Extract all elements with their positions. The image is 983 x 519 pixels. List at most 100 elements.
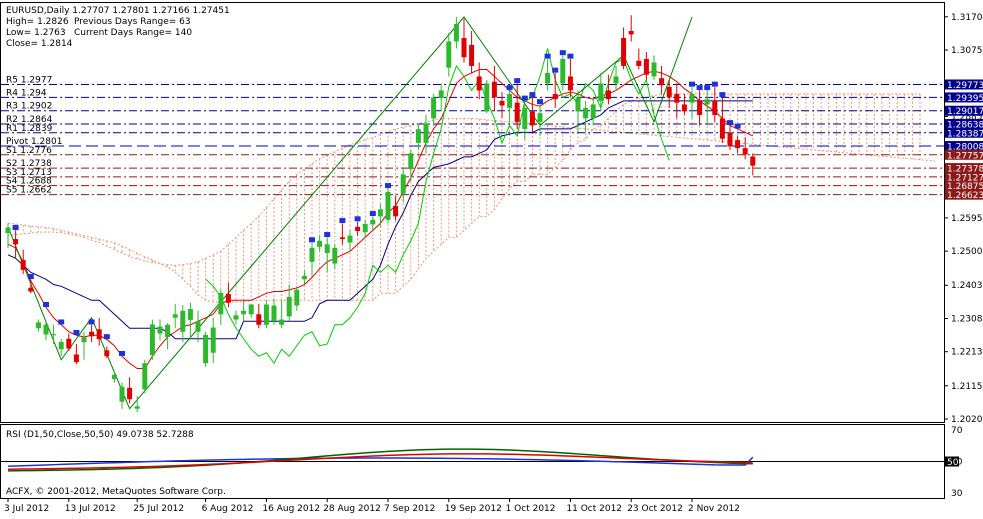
- pivot-label: S2 1.2738: [6, 159, 52, 169]
- blue-marker: [711, 81, 718, 87]
- pivot-label: Pivot 1.2801: [6, 137, 62, 147]
- candle-body: [339, 237, 345, 240]
- rsi-level-tag-text: 50: [947, 458, 959, 468]
- low-text: Low= 1.2763: [6, 28, 66, 38]
- date-tick-label: 6 Aug 2012: [202, 504, 254, 514]
- candle-body: [96, 329, 102, 340]
- candle-body: [697, 100, 703, 115]
- candle-body: [689, 93, 695, 103]
- candle-body: [681, 104, 687, 112]
- kijun-line: [7, 100, 753, 340]
- candle-body: [431, 97, 437, 119]
- candle-body: [659, 78, 665, 86]
- candle-body: [636, 60, 642, 66]
- copyright-text: ACFX, © 2001-2012, MetaQuotes Software C…: [6, 487, 226, 497]
- candle-body: [666, 86, 672, 98]
- pivot-label: R5 1.2977: [6, 75, 52, 85]
- candle-body: [225, 293, 231, 303]
- candle-body: [187, 309, 193, 320]
- candle-body: [415, 129, 421, 143]
- pivot-price-tag: [945, 180, 983, 191]
- candle-body: [529, 111, 535, 126]
- candle-body: [43, 324, 49, 335]
- candle-body: [552, 93, 558, 100]
- blue-marker: [88, 319, 95, 325]
- candle-body: [279, 319, 285, 325]
- blue-marker: [567, 53, 574, 59]
- candle-body: [317, 240, 323, 247]
- date-tick-label: 2 Nov 2012: [688, 504, 740, 514]
- pivot-price-tag-text: 1.28638: [947, 121, 983, 131]
- blue-marker: [529, 92, 536, 98]
- candle-body: [476, 76, 482, 91]
- pivot-label: S5 1.2662: [6, 186, 52, 196]
- pivot-price-tag: [945, 119, 983, 130]
- rsi-slow-line: [7, 456, 754, 468]
- candle-body: [537, 113, 543, 122]
- date-tick-label: 11 Oct 2012: [566, 504, 622, 514]
- blue-marker: [354, 216, 361, 222]
- candle-body: [507, 93, 513, 108]
- candle-body: [73, 354, 79, 363]
- date-tick-label: 25 Jul 2012: [133, 504, 184, 514]
- candle-body: [165, 324, 171, 338]
- price-tick-label: 1.28855: [951, 112, 983, 122]
- candle-body: [13, 239, 19, 245]
- blue-marker: [537, 99, 543, 105]
- candle-body: [5, 227, 11, 234]
- blue-marker: [689, 81, 695, 87]
- blue-marker: [27, 274, 34, 280]
- candle-body: [157, 326, 163, 334]
- pivot-price-tag: [945, 163, 983, 174]
- candle-body: [195, 321, 201, 332]
- candle-body: [605, 90, 611, 100]
- date-tick-label: 7 Sep 2012: [384, 504, 435, 514]
- candle-body: [66, 338, 72, 349]
- pivot-label: R3 1.2902: [6, 102, 52, 112]
- price-axis: 1.317051.307551.298051.288551.279051.269…: [944, 13, 983, 425]
- candle-body: [491, 81, 497, 98]
- candle-body: [393, 205, 399, 217]
- candle-body: [104, 350, 110, 357]
- candle-body: [324, 244, 330, 254]
- candle-body: [735, 140, 741, 149]
- price-tick-label: 1.22130: [951, 348, 983, 358]
- pivot-price-tag-text: 1.29395: [947, 94, 983, 104]
- candle-body: [423, 123, 429, 143]
- candle-body: [575, 97, 581, 112]
- candle-body: [484, 83, 490, 112]
- pivot-label: R1 1.2839: [6, 124, 53, 134]
- candle-body: [286, 296, 292, 317]
- candle-body: [210, 327, 216, 353]
- rsi-line: [7, 453, 753, 470]
- blue-marker: [119, 350, 125, 356]
- price-tick-label: 1.24030: [951, 281, 983, 291]
- pivot-price-tag-text: 1.27757: [947, 151, 983, 161]
- blue-marker: [58, 319, 65, 325]
- price-tick-label: 1.30755: [951, 46, 983, 56]
- candle-body: [590, 104, 596, 119]
- rsi-lines: [1, 448, 944, 472]
- candle-body: [438, 90, 444, 99]
- pivot-price-tag: [945, 149, 983, 160]
- candle-body: [142, 363, 148, 390]
- candle-body: [309, 247, 315, 262]
- candlesticks: [5, 15, 756, 413]
- candle-body: [81, 337, 87, 343]
- candle-body: [750, 156, 756, 166]
- candle-body: [172, 314, 178, 318]
- candle-body: [51, 334, 57, 336]
- candle-body: [613, 76, 619, 84]
- candle-body: [545, 72, 551, 84]
- candle-body: [203, 334, 209, 364]
- prev-range-text: Previous Days Range= 63: [74, 17, 191, 27]
- blue-marker: [552, 67, 559, 73]
- candle-body: [149, 324, 155, 356]
- candle-body: [355, 226, 361, 232]
- pivot-lines: [1, 83, 944, 196]
- high-text: High= 1.2826: [6, 17, 69, 27]
- price-tick-label: 1.31705: [951, 13, 983, 23]
